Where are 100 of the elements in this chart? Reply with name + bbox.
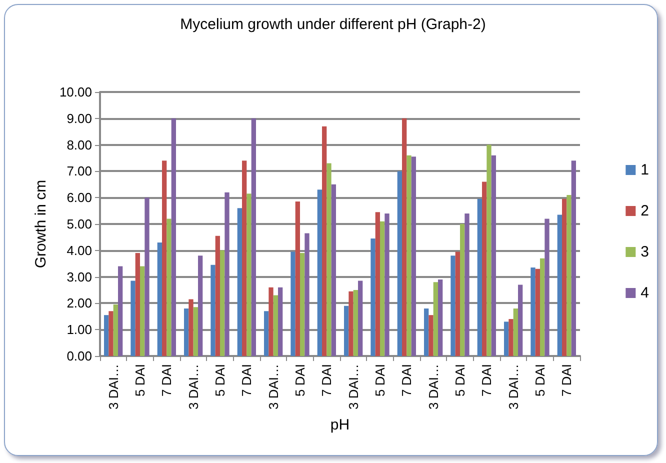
bar: [144, 198, 150, 356]
y-tick-label: 10.00: [59, 84, 92, 100]
x-tick-label: 7 DAI: [399, 364, 414, 397]
bar: [375, 212, 380, 356]
x-tick-label: 7 DAI: [559, 364, 574, 397]
bar: [251, 118, 256, 356]
bar: [406, 155, 412, 356]
x-tick-label: 5 DAI: [452, 364, 468, 397]
x-tick-label: 5 DAI: [212, 364, 228, 397]
bar: [113, 304, 118, 356]
y-axis-title: Growth in cm: [32, 180, 50, 268]
y-tick-label: 2.00: [66, 296, 92, 311]
bar: [104, 315, 109, 356]
bar: [535, 268, 540, 356]
bar: [317, 190, 322, 356]
bar: [348, 291, 354, 356]
bar: [295, 202, 300, 356]
bar: [246, 194, 252, 356]
bar: [513, 308, 518, 356]
bar: [300, 253, 305, 356]
x-tick-label: 5 DAI: [372, 364, 388, 397]
bar: [482, 182, 487, 356]
bar: [118, 266, 123, 356]
y-tick-label: 3.00: [66, 269, 92, 284]
legend-label: 1: [640, 162, 649, 178]
bar: [268, 287, 274, 356]
chart-title: Mycelium growth under different pH (Graph-2): [180, 16, 486, 33]
bar: [557, 214, 562, 356]
bar: [135, 253, 140, 356]
bar: [370, 238, 376, 356]
legend-label: 2: [640, 202, 649, 220]
y-tick-label: 8.00: [66, 137, 92, 152]
bar: [166, 218, 172, 356]
bar: [380, 221, 385, 356]
x-tick-label: 3 DAI…: [266, 364, 281, 410]
bar: [162, 160, 167, 356]
bar: [290, 252, 296, 356]
y-tick-label: 5.00: [66, 216, 92, 232]
bar: [464, 213, 470, 356]
bar: [566, 194, 572, 356]
bar: [184, 308, 189, 356]
bar: [344, 306, 349, 356]
bar: [530, 268, 536, 356]
bar: [130, 280, 136, 356]
bar: [353, 290, 358, 356]
bar: [273, 295, 278, 356]
legend-label: 3: [640, 244, 649, 260]
x-tick-label: 7 DAI: [159, 364, 174, 397]
bar: [518, 284, 523, 356]
x-tick-label: 5 DAI: [292, 364, 308, 397]
bar: [304, 233, 310, 356]
bar: [224, 192, 230, 356]
bar: [193, 307, 198, 356]
bar: [450, 256, 456, 356]
bar: [460, 224, 465, 356]
bar: [188, 299, 194, 356]
x-tick-label: 3 DAI…: [426, 364, 441, 410]
bar: [540, 258, 545, 356]
bar: [508, 319, 514, 356]
bar: [491, 155, 496, 356]
x-tick-label: 3 DAI…: [106, 364, 121, 410]
bar: [384, 213, 390, 356]
bar: [171, 118, 176, 356]
y-tick-label: 0.00: [66, 348, 92, 364]
bar: [264, 311, 269, 356]
x-tick-label: 3 DAI…: [506, 364, 521, 410]
y-tick-label: 1.00: [66, 322, 92, 338]
x-tick-label: 7 DAI: [239, 364, 254, 397]
bar: [424, 308, 429, 356]
bar: [358, 280, 363, 356]
x-tick-label: 3 DAI…: [346, 364, 361, 410]
legend-label: 4: [640, 284, 649, 302]
x-axis-title: pH: [330, 416, 350, 434]
bar: [544, 218, 550, 356]
bar: [220, 250, 225, 356]
bar: [322, 126, 327, 356]
bar: [397, 171, 402, 356]
bar: [331, 184, 336, 356]
bar: [140, 266, 145, 356]
bar: [242, 160, 247, 356]
bar: [438, 279, 443, 356]
bar: [428, 315, 434, 356]
bar: [215, 236, 220, 356]
bar: [326, 163, 332, 356]
bar: [402, 118, 407, 356]
bar: [278, 287, 283, 356]
bar: [411, 156, 416, 356]
x-tick-label: 3 DAI…: [186, 364, 201, 410]
bar: [477, 198, 482, 356]
bar: [210, 264, 216, 356]
bar: [486, 144, 492, 356]
bar: [237, 208, 242, 356]
bar: [433, 282, 438, 356]
bar: [198, 256, 203, 356]
x-tick-label: 5 DAI: [132, 364, 148, 397]
y-tick-label: 6.00: [66, 190, 92, 206]
bar: [562, 198, 567, 356]
x-tick-label: 7 DAI: [479, 364, 494, 397]
bar: [571, 160, 576, 356]
y-tick-label: 7.00: [66, 164, 92, 179]
